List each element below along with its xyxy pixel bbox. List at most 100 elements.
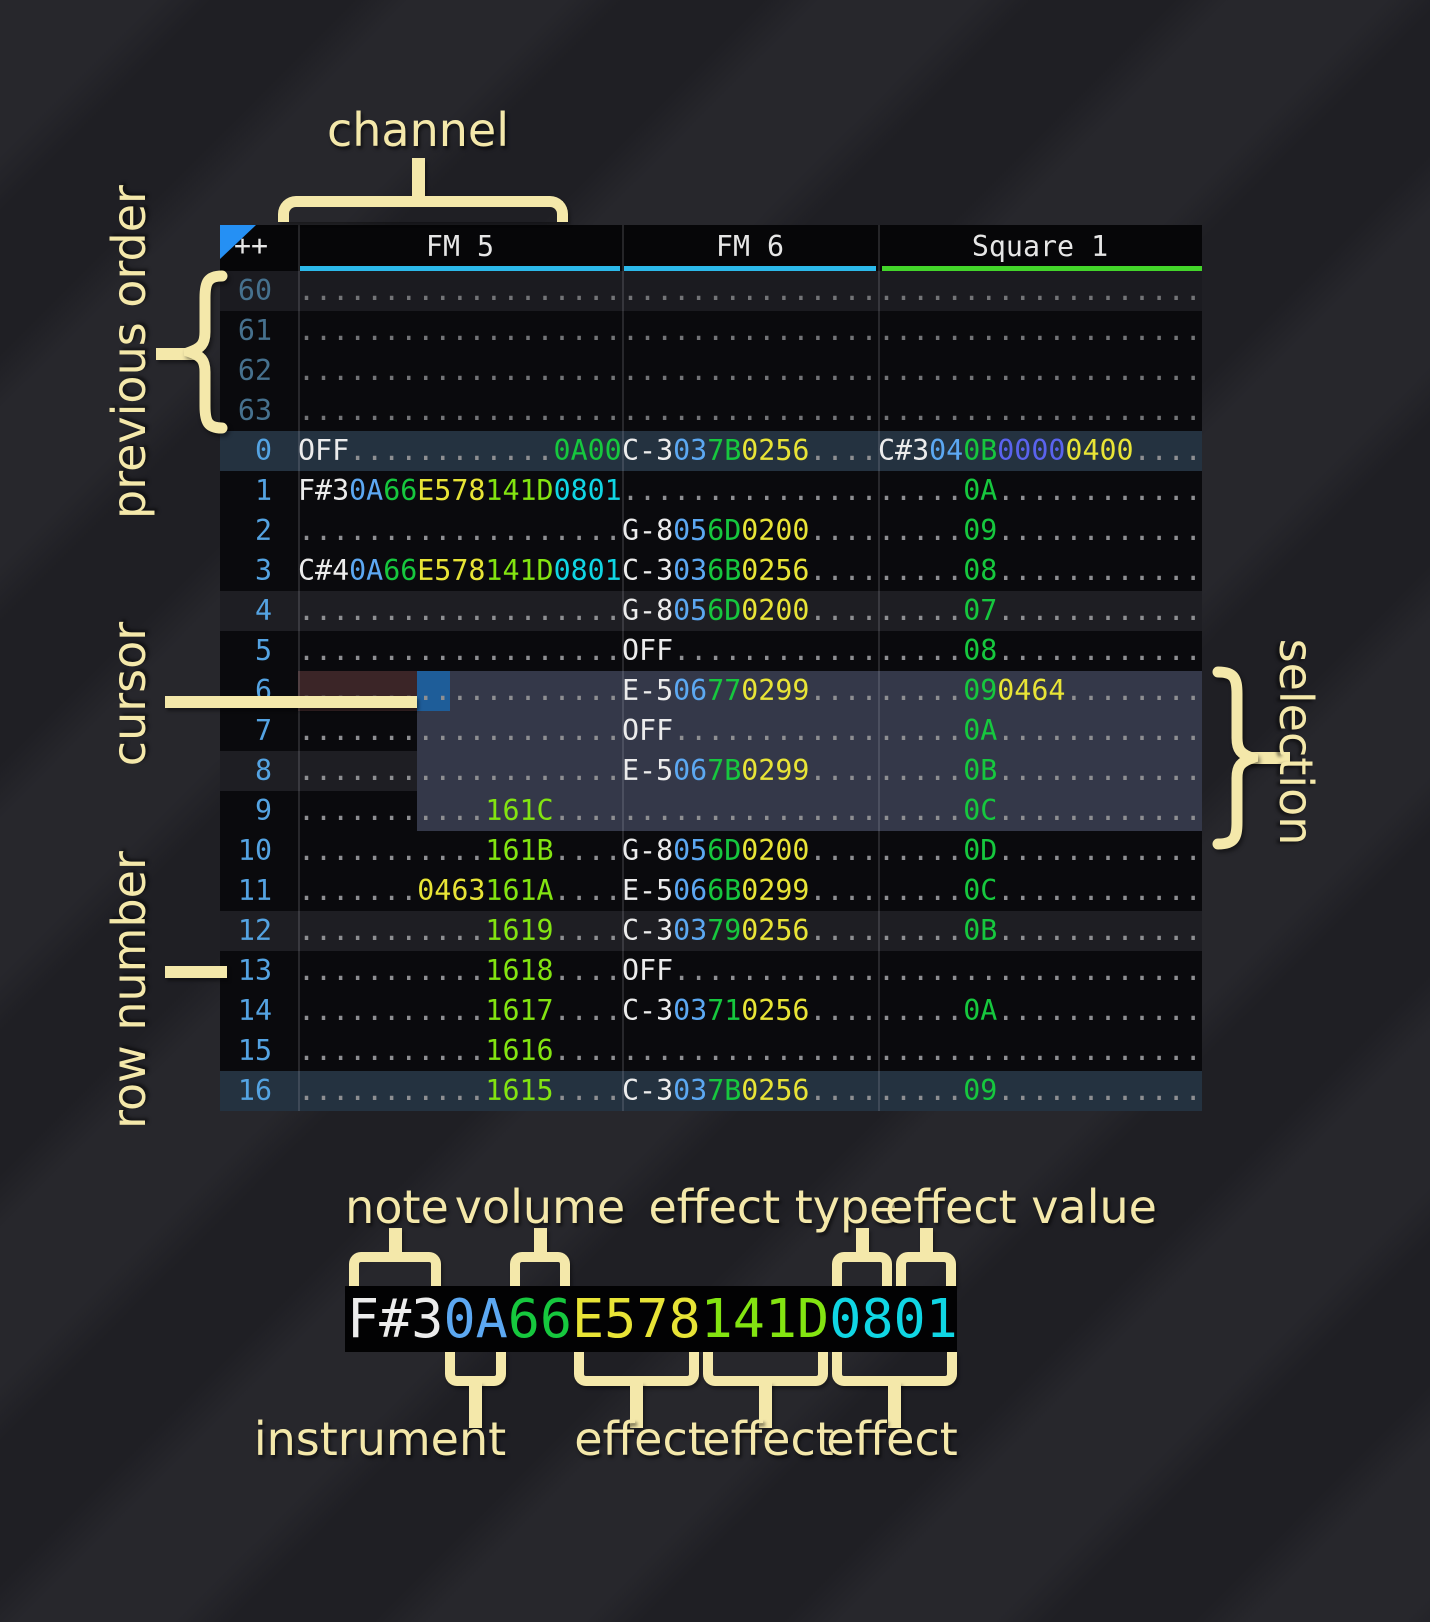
pattern-cell-ch1-row16[interactable]: C-3037B0256.... <box>622 1071 878 1111</box>
pattern-cell-ch1-row3[interactable]: C-3036B0256.... <box>622 551 878 591</box>
pattern-cell-ch2-row5[interactable]: .....08............ <box>878 631 1202 671</box>
pattern-cell-ch2-row60[interactable]: ................... <box>878 271 1202 311</box>
pattern-cell-ch0-row7[interactable]: ................... <box>298 711 622 751</box>
row-number-3[interactable]: 3 <box>254 554 272 587</box>
pattern-cell-ch0-row4[interactable]: ................... <box>298 591 622 631</box>
empty-cells: ................... <box>878 314 1202 347</box>
pattern-cell-ch0-row14[interactable]: ...........1617.... <box>298 991 622 1031</box>
effect2-bracket <box>703 1352 828 1386</box>
pattern-cell-ch0-row10[interactable]: ...........161B.... <box>298 831 622 871</box>
effect2-stem <box>759 1382 772 1428</box>
row-number-14[interactable]: 14 <box>237 994 272 1027</box>
channel-header-fm5[interactable]: FM 5 <box>425 230 495 263</box>
pattern-cell-ch0-row3[interactable]: C#40A66E578141D0801 <box>298 551 622 591</box>
row-number-5[interactable]: 5 <box>254 634 272 667</box>
pattern-cell-ch2-row3[interactable]: .....08............ <box>878 551 1202 591</box>
pattern-row-16: 16 ...........1615.... C-3037B0256........… <box>220 1071 1202 1111</box>
pattern-cell-ch1-row63[interactable]: ............... <box>622 391 878 431</box>
pattern-cell-ch1-row1[interactable]: ............... <box>622 471 878 511</box>
pattern-cell-ch0-row16[interactable]: ...........1615.... <box>298 1071 622 1111</box>
pattern-cell-ch1-row14[interactable]: C-303710256.... <box>622 991 878 1031</box>
pattern-cell-ch2-row2[interactable]: .....09............ <box>878 511 1202 551</box>
pattern-cell-ch1-row7[interactable]: OFF............ <box>622 711 878 751</box>
pattern-cell-ch0-row13[interactable]: ...........1618.... <box>298 951 622 991</box>
pattern-cell-ch2-row7[interactable]: .....0A............ <box>878 711 1202 751</box>
pattern-cell-ch1-row4[interactable]: G-8056D0200.... <box>622 591 878 631</box>
pattern-data: 1619 <box>485 914 554 947</box>
row-number-63[interactable]: 63 <box>237 394 272 427</box>
row-number-1[interactable]: 1 <box>254 474 272 507</box>
pattern-cell-ch0-row15[interactable]: ...........1616.... <box>298 1031 622 1071</box>
pattern-data: C-3 <box>622 1074 674 1107</box>
row-number-60[interactable]: 60 <box>237 274 272 307</box>
pattern-cell-ch2-row0[interactable]: C#3040B00000400.... <box>878 431 1202 471</box>
pattern-cell-ch1-row10[interactable]: G-8056D0200.... <box>622 831 878 871</box>
pattern-cell-ch0-row12[interactable]: ...........1619.... <box>298 911 622 951</box>
pattern-cell-ch2-row11[interactable]: .....0C............ <box>878 871 1202 911</box>
row-number-62[interactable]: 62 <box>237 354 272 387</box>
pattern-cell-ch2-row6[interactable]: .....090464........ <box>878 671 1202 711</box>
pattern-cell-ch0-row0[interactable]: OFF............0A00 <box>298 431 622 471</box>
pattern-data: 0463 <box>417 874 486 907</box>
pattern-cell-ch2-row4[interactable]: .....07............ <box>878 591 1202 631</box>
pattern-row-0: 0 OFF............0A00 C-3037B0256.... C#304… <box>220 431 1202 471</box>
pattern-cell-ch1-row15[interactable]: ............... <box>622 1031 878 1071</box>
row-number-61[interactable]: 61 <box>237 314 272 347</box>
empty-cells: ....... <box>298 874 418 907</box>
row-number-0[interactable]: 0 <box>254 434 272 467</box>
pattern-cell-ch2-row63[interactable]: ................... <box>878 391 1202 431</box>
pattern-cell-ch0-row62[interactable]: ................... <box>298 351 622 391</box>
pattern-cell-ch1-row9[interactable]: ............... <box>622 791 878 831</box>
pattern-cell-ch1-row12[interactable]: C-303790256.... <box>622 911 878 951</box>
pattern-cell-ch2-row8[interactable]: .....0B............ <box>878 751 1202 791</box>
pattern-cell-ch2-row1[interactable]: .....0A............ <box>878 471 1202 511</box>
pattern-cell-ch0-row11[interactable]: .......0463161A.... <box>298 871 622 911</box>
row-number-9[interactable]: 9 <box>254 794 272 827</box>
pattern-data: 7B <box>707 754 742 787</box>
row-number-12[interactable]: 12 <box>237 914 272 947</box>
pattern-cell-ch1-row62[interactable]: ............... <box>622 351 878 391</box>
row-number-2[interactable]: 2 <box>254 514 272 547</box>
pattern-cell-ch0-row8[interactable]: ................... <box>298 751 622 791</box>
pattern-cell-ch2-row10[interactable]: .....0D............ <box>878 831 1202 871</box>
pattern-cell-ch1-row13[interactable]: OFF............ <box>622 951 878 991</box>
pattern-cell-ch2-row9[interactable]: .....0C............ <box>878 791 1202 831</box>
pattern-cell-ch0-row1[interactable]: F#30A66E578141D0801 <box>298 471 622 511</box>
pattern-cell-ch1-row5[interactable]: OFF............ <box>622 631 878 671</box>
row-number-13[interactable]: 13 <box>237 954 272 987</box>
pattern-cell-ch2-row15[interactable]: ................... <box>878 1031 1202 1071</box>
pattern-cell-ch1-row60[interactable]: ............... <box>622 271 878 311</box>
empty-cells: ............ <box>997 794 1202 827</box>
channel-header-square1[interactable]: Square 1 <box>971 230 1109 263</box>
pattern-cell-ch0-row60[interactable]: ................... <box>298 271 622 311</box>
pattern-data: 0A <box>443 1287 508 1350</box>
row-number-16[interactable]: 16 <box>237 1074 272 1107</box>
pattern-cell-ch1-row6[interactable]: E-506770299.... <box>622 671 878 711</box>
pattern-cell-ch2-row61[interactable]: ................... <box>878 311 1202 351</box>
pattern-cell-ch2-row14[interactable]: .....0A............ <box>878 991 1202 1031</box>
pattern-cell-ch1-row8[interactable]: E-5067B0299.... <box>622 751 878 791</box>
pattern-cell-ch1-row11[interactable]: E-5066B0299.... <box>622 871 878 911</box>
pattern-cell-ch0-row61[interactable]: ................... <box>298 311 622 351</box>
pattern-cell-ch0-row63[interactable]: ................... <box>298 391 622 431</box>
pattern-cell-ch1-row61[interactable]: ............... <box>622 311 878 351</box>
pattern-cell-ch1-row2[interactable]: G-8056D0200.... <box>622 511 878 551</box>
channel-header-fm6[interactable]: FM 6 <box>715 230 785 263</box>
row-number-7[interactable]: 7 <box>254 714 272 747</box>
pattern-cell-ch2-row16[interactable]: .....09............ <box>878 1071 1202 1111</box>
pattern-cell-ch0-row5[interactable]: ................... <box>298 631 622 671</box>
channel-accent-bar <box>300 266 620 271</box>
pattern-cell-ch1-row0[interactable]: C-3037B0256.... <box>622 431 878 471</box>
empty-cells: ........... <box>298 994 486 1027</box>
pattern-cell-ch2-row62[interactable]: ................... <box>878 351 1202 391</box>
row-number-4[interactable]: 4 <box>254 594 272 627</box>
order-corner-cell[interactable]: ++ <box>220 225 298 266</box>
row-number-8[interactable]: 8 <box>254 754 272 787</box>
row-number-10[interactable]: 10 <box>237 834 272 867</box>
pattern-cell-ch0-row9[interactable]: ...........161C.... <box>298 791 622 831</box>
pattern-cell-ch2-row12[interactable]: .....0B............ <box>878 911 1202 951</box>
pattern-cell-ch0-row2[interactable]: ................... <box>298 511 622 551</box>
row-number-11[interactable]: 11 <box>237 874 272 907</box>
row-number-15[interactable]: 15 <box>237 1034 272 1067</box>
pattern-cell-ch2-row13[interactable]: ................... <box>878 951 1202 991</box>
